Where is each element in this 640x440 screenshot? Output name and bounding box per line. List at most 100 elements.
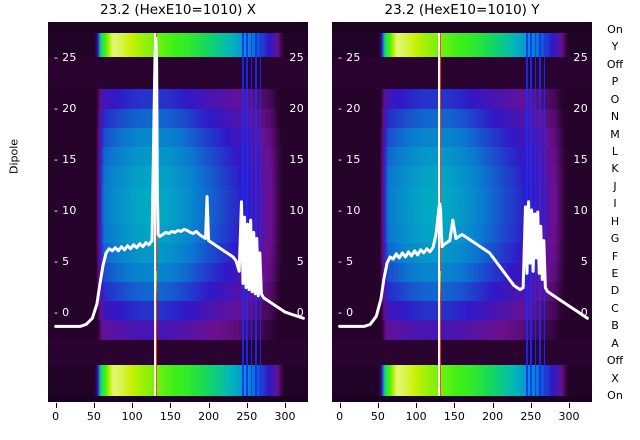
xtick-label: 50 — [370, 410, 385, 423]
ytick-label-inner-left: - 15 — [54, 152, 77, 166]
xtick-label: 0 — [52, 410, 60, 423]
ytick-label-inner-left: - 0 — [338, 306, 354, 320]
category-axis-right: On Y Off P O N M L K J I H G F E D C B A Off X On — [600, 22, 630, 402]
category-label: F — [611, 249, 619, 263]
xtick-label: 200 — [482, 410, 504, 423]
panel-x-plot[interactable]: - 25 25 - 20 20 - 15 15 - 10 10 - 5 5 - 0 0 — [48, 22, 308, 402]
category-label: Y — [611, 40, 619, 54]
ytick-label-inner-left: - 15 — [338, 152, 361, 166]
xtick-label: 250 — [236, 410, 258, 423]
ytick-label-inner-right: 20 — [289, 101, 304, 115]
ytick-label-inner-right: 20 — [573, 101, 588, 115]
xtick-label: 300 — [274, 410, 296, 423]
category-label: I — [613, 197, 617, 211]
xtick-label: 150 — [159, 410, 181, 423]
heat-band-lower-gap — [48, 339, 308, 366]
category-label: D — [610, 284, 620, 298]
category-label: On — [607, 389, 623, 402]
ytick-label-inner-right: 0 — [296, 306, 304, 320]
ytick-label-inner-right: 15 — [289, 152, 304, 166]
heat-band-upper-gap — [332, 56, 592, 90]
panel-y-title: 23.2 (HexE10=1010) Y — [384, 2, 540, 18]
xtick-mark — [530, 403, 532, 408]
xtick-mark — [132, 403, 134, 408]
vertical-stripe — [543, 33, 546, 396]
category-label: H — [610, 214, 620, 228]
category-label: G — [610, 232, 620, 246]
vertical-stripe — [259, 33, 262, 396]
vertical-stripe — [245, 33, 248, 396]
ytick-label-inner-right: 0 — [580, 306, 588, 320]
ytick-label-inner-right: 5 — [296, 255, 304, 269]
panel-x-trace — [54, 36, 305, 328]
heat-band-bottom-spectral-band — [48, 365, 308, 396]
ytick-label-inner-right: 25 — [573, 50, 588, 64]
xaxis-panel-y: 0 50 100 150 200 250 300 — [332, 403, 592, 437]
xtick-label: 250 — [520, 410, 542, 423]
category-label: K — [611, 162, 619, 176]
xtick-mark — [416, 403, 418, 408]
ytick-label-inner-left: - 10 — [338, 204, 361, 217]
xtick-mark — [170, 403, 172, 408]
panel-y-plot[interactable]: - 25 25 - 20 20 - 15 15 - 10 10 - 5 5 - 0 0 — [332, 22, 592, 402]
category-label: N — [610, 110, 620, 124]
vertical-stripe — [539, 33, 541, 396]
heat-band-lower-gap — [332, 339, 592, 366]
xtick-mark — [492, 403, 494, 408]
xtick-label: 300 — [558, 410, 580, 423]
xtick-label: 100 — [121, 410, 143, 423]
xtick-mark — [285, 403, 287, 408]
panel-x-title: 23.2 (HexE10=1010) X — [99, 2, 256, 18]
ytick-label-inner-left: - 25 — [54, 50, 77, 64]
xtick-mark — [569, 403, 571, 408]
ytick-label-inner-left: - 5 — [54, 255, 70, 269]
xaxis-panel-x: 0 50 100 150 200 250 300 — [48, 403, 308, 437]
panel-x: 23.2 (HexE10=1010) X - 25 25 - 20 20 - 15 15 -… — [48, 2, 308, 402]
ytick-label-inner-left: - 20 — [338, 101, 361, 115]
ytick-label-inner-left: - 5 — [338, 255, 354, 269]
ytick-label-inner-left: - 25 — [338, 50, 361, 64]
panel-y-trace — [338, 200, 589, 328]
xtick-label: 200 — [198, 410, 220, 423]
ytick-label-inner-right: 15 — [573, 152, 588, 166]
xtick-label: 100 — [405, 410, 427, 423]
category-label: C — [611, 301, 619, 315]
ytick-label-inner-right: 25 — [289, 50, 304, 64]
ytick-label-inner-left: - 10 — [54, 204, 77, 217]
category-label: M — [610, 127, 620, 141]
ytick-label-inner-right: 5 — [580, 255, 588, 269]
xtick-mark — [339, 403, 341, 408]
xtick-mark — [246, 403, 248, 408]
xtick-mark — [55, 403, 57, 408]
heat-band-upper-gap — [48, 56, 308, 90]
xtick-label: 150 — [443, 410, 465, 423]
panel-y: 23.2 (HexE10=1010) Y - 25 25- 20 20- 15 15-… — [332, 2, 592, 402]
xtick-mark — [208, 403, 210, 408]
xtick-mark — [93, 403, 95, 408]
ytick-label-inner-left: - 20 — [54, 101, 77, 115]
xtick-mark — [454, 403, 456, 408]
category-label: J — [613, 179, 617, 193]
heat-row — [48, 365, 308, 396]
category-label: On — [607, 23, 623, 36]
heat-row — [332, 365, 592, 396]
red-marker-icon — [155, 271, 158, 302]
vertical-stripe — [250, 33, 253, 396]
category-label: Off — [606, 57, 624, 71]
heat-band-bottom-spectral-band — [332, 365, 592, 396]
xtick-mark — [377, 403, 379, 408]
ytick-label-inner-right: 10 — [573, 204, 588, 217]
xtick-label: 50 — [86, 410, 101, 423]
xtick-label: 0 — [336, 410, 344, 423]
category-label: B — [611, 319, 619, 333]
category-label: O — [610, 92, 620, 106]
category-label: P — [611, 75, 619, 89]
category-label: L — [611, 145, 619, 158]
vertical-stripe — [255, 33, 257, 396]
category-label: Off — [606, 354, 624, 368]
category-label: E — [611, 267, 619, 280]
category-label: A — [611, 336, 619, 350]
ytick-label-inner-left: - 0 — [54, 306, 70, 320]
